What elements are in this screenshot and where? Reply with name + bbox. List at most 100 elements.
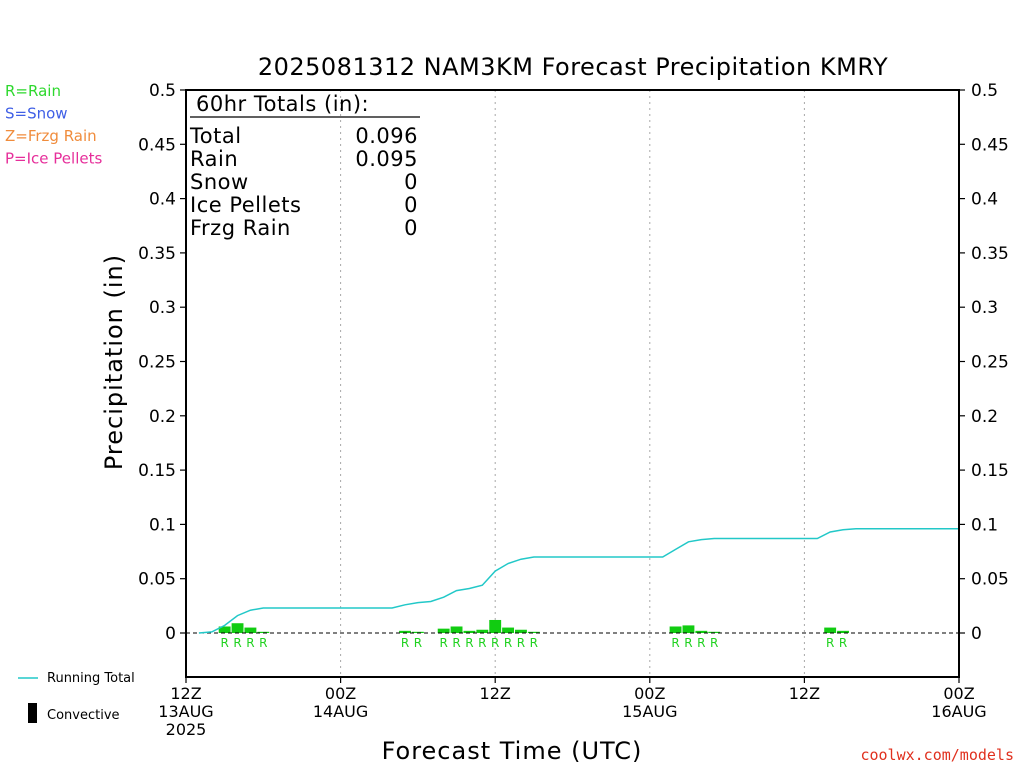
precip-type-label: R xyxy=(826,636,834,650)
x-tick-label: 13AUG xyxy=(158,702,213,721)
convective-legend-label: Convective xyxy=(47,708,120,723)
running-total-legend-label: Running Total xyxy=(47,671,135,686)
y-tick-label-right: 0.15 xyxy=(971,461,1009,481)
precip-type-label: R xyxy=(401,636,409,650)
precip-bar xyxy=(708,631,721,633)
x-tick-label: 12Z xyxy=(170,684,201,703)
y-tick-label-left: 0.5 xyxy=(149,81,176,101)
x-axis-title: Forecast Time (UTC) xyxy=(382,737,643,765)
totals-row-label: Rain xyxy=(190,147,238,171)
y-tick-label-left: 0.1 xyxy=(149,515,176,535)
y-tick-label-right: 0.3 xyxy=(971,298,998,318)
y-tick-label-left: 0 xyxy=(165,624,176,644)
precip-bar xyxy=(502,627,515,633)
precip-type-label: R xyxy=(491,636,499,650)
totals-row-value: 0.095 xyxy=(355,147,418,171)
y-tick-label-left: 0.05 xyxy=(138,570,176,590)
x-tick-label: 15AUG xyxy=(622,702,677,721)
precip-type-label: R xyxy=(504,636,512,650)
y-tick-label-right: 0.25 xyxy=(971,353,1009,373)
credit-text: coolwx.com/models xyxy=(860,746,1014,764)
precip-bar xyxy=(489,619,502,633)
precip-type-label: R xyxy=(233,636,241,650)
precip-type-label: R xyxy=(684,636,692,650)
precip-bar xyxy=(682,625,695,633)
precip-type-label: R xyxy=(697,636,705,650)
y-tick-label-right: 0.05 xyxy=(971,570,1009,590)
totals-box: 60hr Totals (in): Total 0.096 Rain 0.095 Sno… xyxy=(189,92,420,240)
legend-type-0: R=Rain xyxy=(5,82,61,100)
precip-bar xyxy=(669,626,682,633)
precip-type-label: R xyxy=(517,636,525,650)
x-tick-label: 14AUG xyxy=(313,702,368,721)
precip-type-legend: R=Rain S=Snow Z=Frzg Rain P=Ice Pellets xyxy=(5,82,102,168)
precip-bar xyxy=(527,631,540,633)
y-tick-label-right: 0.4 xyxy=(971,190,998,210)
precip-type-label: R xyxy=(439,636,447,650)
precip-bar xyxy=(244,627,257,633)
totals-row-value: 0 xyxy=(404,170,418,194)
precip-bar xyxy=(450,626,463,633)
y-tick-label-right: 0.35 xyxy=(971,244,1009,264)
x-tick-label: 16AUG xyxy=(931,702,986,721)
legend-type-3: P=Ice Pellets xyxy=(5,150,102,168)
y-axis-title: Precipitation (in) xyxy=(100,254,128,470)
y-tick-label-left: 0.45 xyxy=(138,135,176,155)
precip-bar xyxy=(476,629,489,633)
totals-row-value: 0.096 xyxy=(355,124,418,148)
legend-type-2: Z=Frzg Rain xyxy=(5,127,97,145)
y-tick-label-left: 0.4 xyxy=(149,190,176,210)
precip-bar xyxy=(837,630,849,633)
precip-bar xyxy=(411,631,424,633)
precip-bar xyxy=(399,630,411,633)
totals-row-label: Ice Pellets xyxy=(190,193,301,217)
precip-type-label: R xyxy=(478,636,486,650)
precip-bar xyxy=(437,628,450,633)
precip-type-label: R xyxy=(259,636,267,650)
precip-type-label: R xyxy=(465,636,473,650)
precip-type-label: R xyxy=(452,636,460,650)
x-tick-label: 00Z xyxy=(634,684,665,703)
running-total-line xyxy=(198,527,959,634)
precip-bar xyxy=(695,630,708,633)
precip-type-label: R xyxy=(671,636,679,650)
precip-bar xyxy=(824,627,837,633)
totals-row-label: Snow xyxy=(190,170,249,194)
precip-type-label: R xyxy=(414,636,422,650)
precip-bar xyxy=(218,626,231,633)
y-axis-ticks: 0.5 0.5 0.45 0.45 0.4 0.4 0.35 0.35 0.3 0.3 0.25 0.… xyxy=(138,81,1009,644)
y-tick-label-left: 0.35 xyxy=(138,244,176,264)
precip-bar xyxy=(231,623,244,633)
precip-type-label: R xyxy=(710,636,718,650)
precip-type-label: R xyxy=(839,636,847,650)
totals-row-label: Frzg Rain xyxy=(190,216,291,240)
y-tick-label-right: 0 xyxy=(971,624,982,644)
y-tick-label-right: 0.2 xyxy=(971,407,998,427)
x-tick-label: 00Z xyxy=(325,684,356,703)
precip-bar xyxy=(257,631,270,633)
totals-row-label: Total xyxy=(189,124,242,148)
y-tick-label-left: 0.25 xyxy=(138,353,176,373)
x-tick-label: 12Z xyxy=(789,684,820,703)
plot-frame xyxy=(185,89,960,678)
precip-bar xyxy=(463,630,476,633)
totals-row-value: 0 xyxy=(404,193,418,217)
y-tick-label-left: 0.3 xyxy=(149,298,176,318)
y-tick-label-right: 0.45 xyxy=(971,135,1009,155)
x-tick-label: 12Z xyxy=(480,684,511,703)
x-tick-label: 00Z xyxy=(943,684,974,703)
chart-title: 2025081312 NAM3KM Forecast Precipitation… xyxy=(258,53,888,81)
y-tick-label-left: 0.15 xyxy=(138,461,176,481)
precip-bar xyxy=(515,629,527,633)
x-tick-label: 2025 xyxy=(166,720,207,739)
totals-row-value: 0 xyxy=(404,216,418,240)
y-tick-label-right: 0.1 xyxy=(971,515,998,535)
y-tick-label-right: 0.5 xyxy=(971,81,998,101)
grid-lines xyxy=(340,90,805,677)
y-tick-label-left: 0.2 xyxy=(149,407,176,427)
totals-header: 60hr Totals (in): xyxy=(196,92,369,116)
